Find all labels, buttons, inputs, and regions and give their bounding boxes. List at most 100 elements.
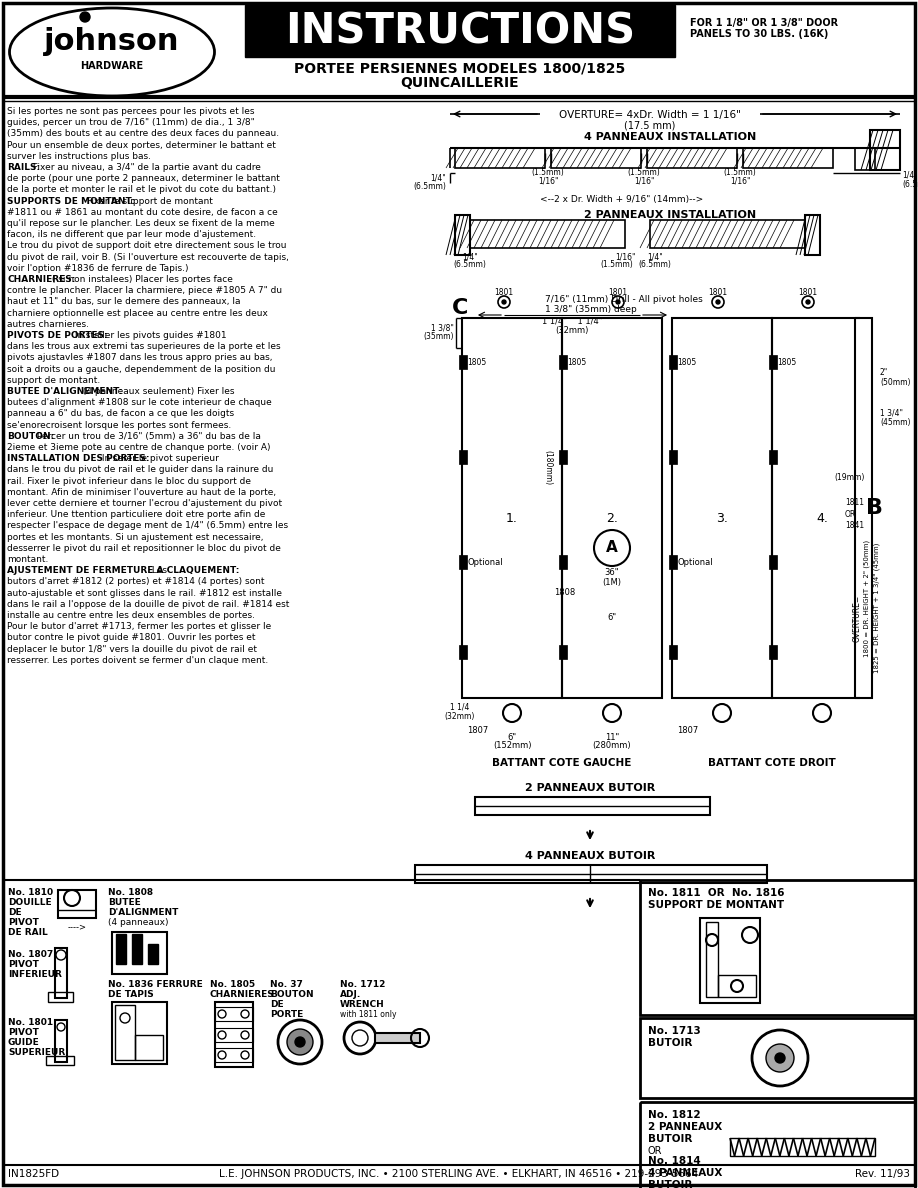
Text: (1.5mm): (1.5mm) [600,260,633,268]
Text: lever cette derniere et tourner l'ecrou d'ajustement du pivot: lever cette derniere et tourner l'ecrou … [7,499,282,508]
Text: Optional: Optional [677,558,712,567]
Text: soit a droits ou a gauche, dependemment de la position du: soit a droits ou a gauche, dependemment … [7,365,275,373]
Text: ADJ.: ADJ. [340,990,362,999]
Text: BOUTON:: BOUTON: [7,431,54,441]
Text: de la porte et monter le rail et le pivot du cote du battant.): de la porte et monter le rail et le pivo… [7,185,276,195]
Text: 1 1/4: 1 1/4 [451,703,470,712]
Text: No. 37: No. 37 [270,980,303,988]
Text: (1.5mm): (1.5mm) [532,168,565,177]
Text: 1805: 1805 [567,358,587,367]
Text: 1/4": 1/4" [902,171,918,179]
Text: 1.: 1. [506,512,518,524]
Text: (180mm): (180mm) [543,450,552,486]
Text: contre le plancher. Placer la charmiere, piece #1805 A 7" du: contre le plancher. Placer la charmiere,… [7,286,282,295]
Text: No. 1811  OR  No. 1816: No. 1811 OR No. 1816 [648,887,785,898]
Text: ---->: ----> [68,922,87,931]
Circle shape [80,12,90,23]
Text: johnson: johnson [44,27,180,57]
Bar [669,555,677,569]
Text: Les: Les [150,567,167,575]
Bar [718,975,756,997]
Text: PORTE: PORTE [270,1010,303,1019]
Bar [462,318,562,699]
Text: 11": 11" [605,733,619,742]
Text: ( si non instalees) Placer les portes face: ( si non instalees) Placer les portes fa… [50,274,233,284]
Text: Fixer au niveau, a 3/4" de la partie avant du cadre: Fixer au niveau, a 3/4" de la partie ava… [30,163,261,172]
Text: 1811: 1811 [845,498,864,507]
Text: montant. Afin de minimiser l'ouverture au haut de la porte,: montant. Afin de minimiser l'ouverture a… [7,488,276,497]
Bar [112,933,167,974]
Bar [640,880,915,1015]
Text: (17.5 mm): (17.5 mm) [624,121,676,131]
Text: (280mm): (280mm) [593,741,632,750]
Bar [459,450,467,465]
Text: No. 1808: No. 1808 [108,887,153,897]
Text: No. 1810: No. 1810 [8,887,53,897]
Bar [640,1102,915,1188]
Text: Pour le butor d'arret #1713, fermer les portes et glisser le: Pour le butor d'arret #1713, fermer les … [7,623,271,631]
Text: No. 1805: No. 1805 [210,980,255,988]
Text: 1825 = DR. HEIGHT + 1 3/4" (45mm): 1825 = DR. HEIGHT + 1 3/4" (45mm) [874,543,880,674]
Bar [772,318,872,699]
Text: respecter l'espace de degage ment de 1/4" (6.5mm) entre les: respecter l'espace de degage ment de 1/4… [7,522,288,530]
Text: Pour un ensemble de deux portes, determiner le battant et: Pour un ensemble de deux portes, determi… [7,140,276,150]
Text: No. 1807: No. 1807 [8,950,53,959]
Text: (19mm): (19mm) [834,473,865,482]
Text: (35mm) des bouts et au centre des deux faces du panneau.: (35mm) des bouts et au centre des deux f… [7,129,279,138]
Text: SUPPORTS DE MONTANT:: SUPPORTS DE MONTANT: [7,196,135,206]
Text: BUTOIR: BUTOIR [648,1135,692,1144]
Text: 2": 2" [880,368,889,377]
Text: <--2 x Dr. Width + 9/16" (14mm)-->: <--2 x Dr. Width + 9/16" (14mm)--> [540,195,703,204]
Text: 6": 6" [508,733,517,742]
Text: (1.5mm): (1.5mm) [723,168,756,177]
Circle shape [616,301,620,304]
Text: (45mm): (45mm) [880,418,911,426]
Text: 1805: 1805 [677,358,696,367]
Text: 1801: 1801 [799,287,818,297]
Text: DE: DE [8,908,22,917]
Text: butees d'alignment #1808 sur le cote interieur de chaque: butees d'alignment #1808 sur le cote int… [7,398,272,407]
Text: (152mm): (152mm) [493,741,532,750]
Bar [669,450,677,465]
Text: 4.: 4. [816,512,828,524]
Text: (1M): (1M) [602,579,621,587]
Text: OR: OR [648,1146,663,1156]
Text: butor contre le pivot guide #1801. Ouvrir les portes et: butor contre le pivot guide #1801. Ouvri… [7,633,255,643]
Text: 1 3/4": 1 3/4" [880,407,903,417]
Bar [769,450,777,465]
Text: 36": 36" [605,568,620,577]
Text: autres charnieres.: autres charnieres. [7,320,89,329]
Bar [459,645,467,659]
Text: BUTEE: BUTEE [108,898,140,906]
Text: OR: OR [845,510,856,519]
Text: 1 3/8": 1 3/8" [431,323,454,333]
Text: 7/16" (11mm) Drill - All pivot holes: 7/16" (11mm) Drill - All pivot holes [545,295,703,304]
Bar [115,1005,135,1060]
Bar [215,1028,253,1042]
Text: PIVOTS DE PORTES:: PIVOTS DE PORTES: [7,331,107,340]
Text: 1/4": 1/4" [431,173,446,183]
Text: 1805: 1805 [467,358,487,367]
Text: DOUILLE: DOUILLE [8,898,51,906]
Bar [706,922,718,997]
Text: QUINCAILLERIE: QUINCAILLERIE [400,76,520,90]
Text: SUPERIEUR: SUPERIEUR [8,1048,65,1057]
Circle shape [502,301,506,304]
Text: PIVOT: PIVOT [8,960,39,969]
Text: (32mm): (32mm) [555,326,588,335]
Text: INSTALLATION DES PORTES:: INSTALLATION DES PORTES: [7,454,150,463]
Bar [669,645,677,659]
Text: haut et 11" du bas, sur le demere des panneaux, la: haut et 11" du bas, sur le demere des pa… [7,297,241,307]
Bar [870,129,900,170]
Text: Si les portes ne sont pas percees pour les pivots et les: Si les portes ne sont pas percees pour l… [7,107,254,116]
Text: INSTRUCTIONS: INSTRUCTIONS [285,11,635,53]
Text: BATTANT COTE DROIT: BATTANT COTE DROIT [708,758,836,767]
Bar [58,890,96,918]
Text: butors d'arret #1812 (2 portes) et #1814 (4 portes) sont: butors d'arret #1812 (2 portes) et #1814… [7,577,264,587]
Text: 1/16": 1/16" [730,176,750,185]
Text: desserrer le pivot du rail et repositionner le bloc du pivot de: desserrer le pivot du rail et reposition… [7,544,281,552]
Circle shape [295,1037,305,1047]
Text: Fixer le support de montant: Fixer le support de montant [84,196,213,206]
Text: BUTOIR: BUTOIR [648,1038,692,1048]
Text: dans le trou du pivot de rail et le guider dans la rainure du: dans le trou du pivot de rail et le guid… [7,466,274,474]
